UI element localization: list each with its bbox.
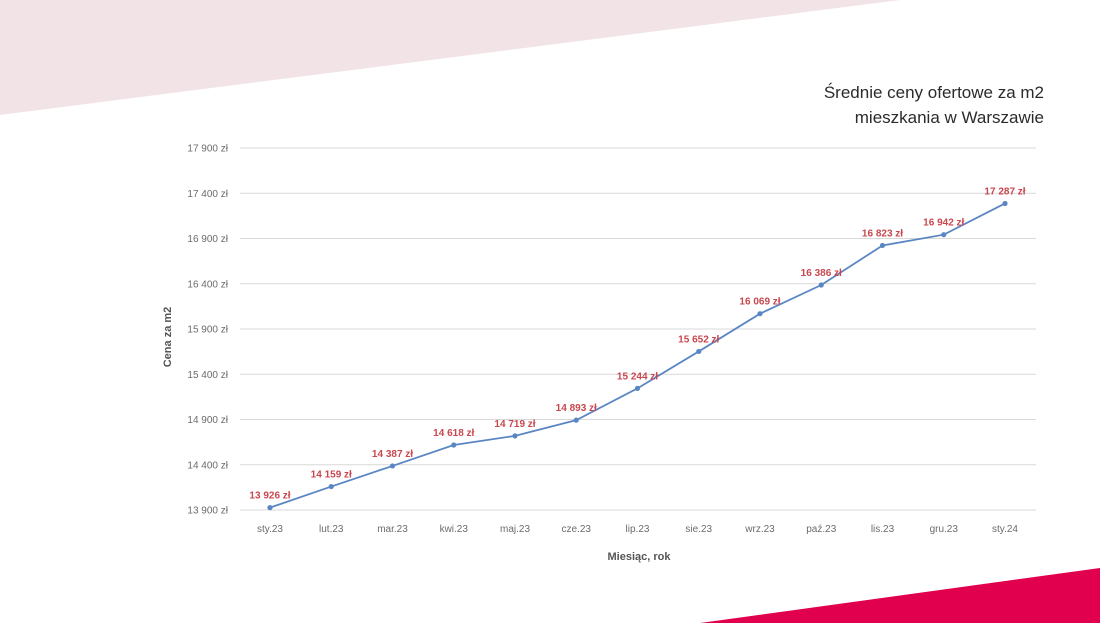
bottom-accent-band — [700, 568, 1100, 623]
x-tick-label: lis.23 — [871, 524, 895, 535]
series-price — [267, 200, 1008, 511]
x-tick-label: sty.24 — [992, 524, 1018, 535]
y-tick-label: 16 900 zł — [187, 234, 228, 245]
data-point — [757, 311, 763, 317]
data-point — [1002, 200, 1008, 207]
x-tick-label: lut.23 — [319, 524, 344, 535]
y-axis-ticks: 13 900 zł 14 400 zł 14 900 zł 15 400 zł 15 9… — [187, 144, 228, 517]
data-point — [941, 232, 947, 238]
data-labels: 13 926 zł 14 159 zł 14 387 zł 14 618 zł 14 7… — [249, 186, 1025, 501]
x-tick-label: gru.23 — [930, 524, 959, 535]
chart-title: Średnie ceny ofertowe za m2 mieszkania w… — [824, 80, 1044, 130]
y-tick-label: 17 900 zł — [187, 144, 228, 155]
data-label: 15 244 zł — [617, 371, 658, 382]
data-label: 15 652 zł — [678, 334, 719, 345]
data-point — [696, 348, 702, 355]
series-line — [269, 202, 1006, 509]
y-tick-label: 13 900 zł — [187, 506, 228, 517]
gridlines — [240, 147, 1036, 511]
data-point — [451, 442, 457, 448]
x-tick-label: wrz.23 — [744, 524, 775, 535]
data-label: 13 926 zł — [249, 491, 290, 502]
y-tick-label: 16 400 zł — [187, 279, 228, 290]
data-point — [389, 463, 396, 469]
chart-title-line-1: Średnie ceny ofertowe za m2 — [823, 83, 1044, 102]
x-tick-label: sie.23 — [685, 524, 712, 535]
data-point — [328, 483, 334, 490]
data-label: 16 069 zł — [739, 297, 780, 308]
y-tick-label: 17 400 zł — [187, 189, 228, 200]
data-label: 14 618 zł — [433, 428, 474, 439]
x-tick-label: mar.23 — [377, 524, 408, 535]
x-axis-title: Miesiąc, rok — [608, 551, 672, 563]
data-point — [512, 433, 518, 439]
y-axis-title: Cena za m2 — [162, 307, 174, 368]
data-label: 16 386 zł — [801, 268, 842, 279]
data-label: 17 287 zł — [984, 186, 1025, 197]
data-label: 14 159 zł — [311, 470, 352, 481]
data-point — [634, 385, 641, 391]
data-label: 14 387 zł — [372, 449, 413, 460]
x-tick-label: lip.23 — [626, 524, 650, 535]
data-point — [573, 417, 579, 423]
x-tick-label: paź.23 — [806, 524, 836, 535]
x-tick-label: sty.23 — [257, 524, 283, 535]
data-label: 14 719 zł — [494, 419, 535, 430]
top-accent-band — [0, 0, 900, 115]
x-tick-label: kwi.23 — [440, 524, 469, 535]
data-point — [267, 505, 273, 511]
data-label: 16 823 zł — [862, 228, 903, 239]
x-axis-ticks: sty.23 lut.23 mar.23 kwi.23 maj.23 cze.23 lip.… — [257, 524, 1018, 535]
data-point — [818, 282, 824, 288]
y-tick-label: 15 900 zł — [187, 325, 228, 336]
data-label: 16 942 zł — [923, 218, 964, 229]
chart-title-line-2: mieszkania w Warszawie — [854, 108, 1044, 127]
y-tick-label: 15 400 zł — [187, 370, 228, 381]
data-label: 14 893 zł — [556, 403, 597, 414]
x-tick-label: maj.23 — [500, 524, 530, 535]
data-point — [879, 242, 886, 249]
x-tick-label: cze.23 — [562, 524, 592, 535]
y-tick-label: 14 900 zł — [187, 415, 228, 426]
y-tick-label: 14 400 zł — [187, 460, 228, 471]
